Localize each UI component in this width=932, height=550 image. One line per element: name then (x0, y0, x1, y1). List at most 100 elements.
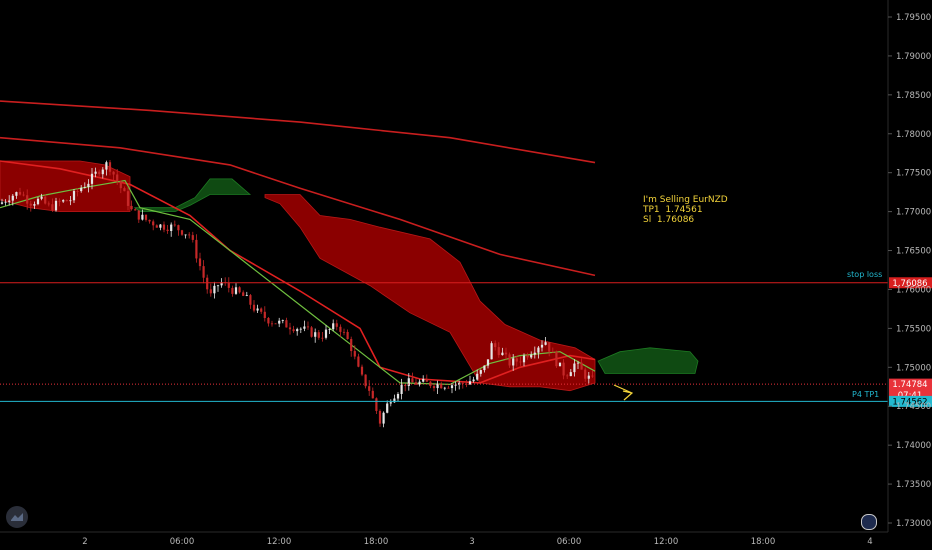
candle-body (332, 323, 335, 330)
candle-body (249, 295, 252, 305)
tp1-badge (889, 395, 932, 407)
candle-body (522, 355, 526, 363)
candle-body (123, 188, 126, 192)
candle-body (555, 351, 558, 367)
candle-body (144, 214, 148, 220)
candle-body (238, 287, 241, 293)
cloud-layer (0, 160, 699, 392)
ma_long-line (0, 100, 596, 164)
candle-body (173, 224, 176, 226)
candle-body (573, 363, 576, 373)
candle-body (558, 362, 562, 367)
candle-body (22, 194, 25, 196)
candle-body (119, 181, 122, 189)
y-tick-label: 1.75500 (896, 324, 931, 334)
candle-body (112, 171, 115, 175)
candle-body (591, 375, 594, 377)
candle-body (494, 343, 497, 348)
annotation-line-2: TP1 1.74561 (643, 205, 703, 215)
candle-body (551, 351, 554, 353)
candle-body (296, 329, 299, 332)
y-tick-label: 1.79000 (896, 52, 931, 62)
candle-body (512, 358, 515, 366)
candle-body (479, 370, 482, 374)
y-tick-label: 1.73500 (896, 480, 931, 490)
candle-body (134, 209, 137, 211)
candle-body (54, 200, 58, 211)
annotation-line-3: Sl 1.76086 (643, 215, 695, 225)
candle-body (202, 266, 205, 278)
x-tick-label: 18:00 (751, 537, 776, 547)
candle-body (227, 282, 230, 288)
bullish-cloud (133, 178, 252, 213)
x-tick-label: 3 (469, 537, 474, 547)
candle-body (548, 342, 551, 352)
candle-body (180, 230, 184, 235)
candle-body (368, 386, 371, 391)
candle-body (443, 387, 446, 389)
candle-body (414, 382, 418, 385)
candle-body (101, 169, 104, 175)
y-tick-label: 1.74000 (896, 441, 931, 451)
candle-body (245, 295, 248, 296)
candle-body (26, 195, 29, 204)
candle-body (80, 187, 83, 192)
annotation-line-1: I'm Selling EurNZD (643, 195, 728, 205)
candle-body (303, 326, 306, 329)
candle-body (270, 323, 274, 325)
chart-settings-icon[interactable] (861, 514, 877, 530)
candle-layer (0, 159, 594, 428)
candle-body (209, 289, 212, 294)
candle-body (393, 398, 396, 403)
candle-body (544, 342, 547, 345)
candle-body (130, 205, 133, 210)
candle-body (468, 381, 472, 385)
candle-body (231, 287, 234, 294)
candle-body (36, 198, 40, 205)
x-tick-label: 06:00 (170, 537, 195, 547)
candle-body (396, 393, 400, 399)
candle-body (62, 200, 65, 202)
stop-loss-label: stop loss (847, 270, 883, 279)
candle-body (440, 383, 443, 389)
candle-body (155, 225, 158, 228)
tradingview-logo-icon[interactable] (6, 506, 28, 528)
candle-body (566, 375, 569, 377)
candle-body (152, 221, 155, 226)
candle-body (116, 174, 119, 182)
candle-body (256, 308, 259, 311)
candle-body (206, 277, 209, 290)
candle-body (191, 235, 194, 240)
candle-body (508, 354, 511, 366)
candle-body (400, 384, 403, 394)
candle-body (346, 331, 349, 340)
candle-body (537, 347, 540, 353)
candle-body (76, 191, 79, 192)
y-tick-label: 1.77000 (896, 208, 931, 218)
candle-body (47, 203, 50, 205)
candle-body (364, 374, 367, 387)
candle-body (389, 402, 392, 404)
candle-body (425, 378, 428, 382)
y-tick-label: 1.76500 (896, 247, 931, 257)
candle-body (4, 201, 7, 203)
candle-body (580, 362, 583, 370)
ma_mid-line (0, 136, 596, 277)
candle-body (234, 287, 238, 294)
candle-body (404, 384, 407, 386)
candle-body (519, 361, 522, 363)
candle-body (530, 354, 533, 358)
candle-body (195, 239, 198, 259)
candle-body (69, 200, 72, 202)
candle-body (569, 372, 572, 377)
candle-body (540, 344, 544, 348)
candle-body (526, 355, 529, 358)
x-tick-label: 06:00 (557, 537, 582, 547)
candle-body (418, 381, 421, 385)
x-tick-label: 12:00 (654, 537, 679, 547)
candle-body (18, 192, 22, 195)
candle-body (432, 386, 436, 389)
x-tick-label: 4 (867, 537, 872, 547)
